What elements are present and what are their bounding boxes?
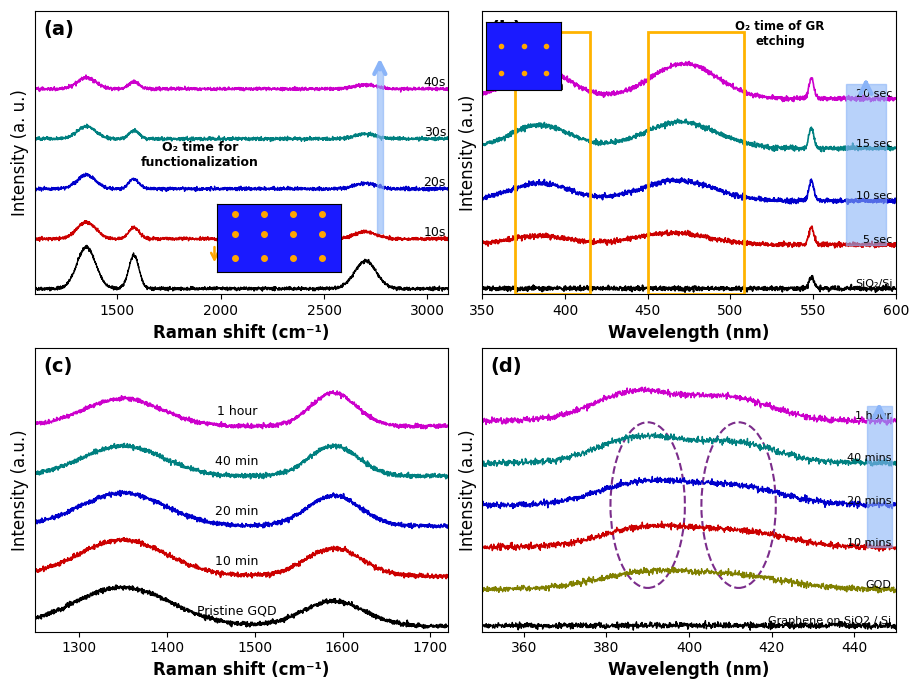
Text: Graphene on SiO2 / Si: Graphene on SiO2 / Si: [767, 616, 891, 626]
Text: (d): (d): [490, 357, 522, 376]
X-axis label: Wavelength (nm): Wavelength (nm): [607, 661, 769, 679]
Text: 15 sec: 15 sec: [856, 139, 891, 149]
Y-axis label: Intensity (a.u): Intensity (a.u): [459, 95, 476, 211]
Text: 40 min: 40 min: [215, 455, 258, 468]
Text: (b): (b): [490, 19, 522, 39]
Y-axis label: Intensity (a.u.): Intensity (a.u.): [459, 429, 476, 551]
Text: 10 nm: 10 nm: [524, 81, 563, 93]
Text: 10 mins: 10 mins: [846, 538, 891, 548]
Y-axis label: Intensity (a.u.): Intensity (a.u.): [11, 429, 29, 551]
X-axis label: Raman shift (cm⁻¹): Raman shift (cm⁻¹): [153, 661, 329, 679]
Text: 20 sec: 20 sec: [855, 89, 891, 99]
Text: 40 mins: 40 mins: [846, 453, 891, 464]
Bar: [515, 32, 589, 294]
Text: 10 sec: 10 sec: [856, 191, 891, 201]
Text: O₂ time for
functionalization: O₂ time for functionalization: [141, 141, 258, 170]
Text: 1 hour: 1 hour: [855, 411, 891, 422]
Text: 20 mins: 20 mins: [846, 495, 891, 506]
Text: 40s: 40s: [423, 76, 446, 89]
Text: Pristine GQD: Pristine GQD: [197, 605, 277, 618]
Text: 30s: 30s: [423, 126, 446, 139]
X-axis label: Raman shift (cm⁻¹): Raman shift (cm⁻¹): [153, 324, 329, 342]
Text: 5 sec: 5 sec: [862, 235, 891, 245]
Bar: [866, 406, 891, 547]
Text: (c): (c): [43, 357, 73, 376]
Bar: [647, 32, 743, 294]
Text: 1 hour: 1 hour: [217, 405, 257, 418]
Text: 10 min: 10 min: [215, 555, 258, 568]
Text: O₂ time of GR
etching: O₂ time of GR etching: [734, 19, 823, 48]
Text: (a): (a): [43, 19, 74, 39]
Text: 20s: 20s: [423, 176, 446, 189]
X-axis label: Wavelength (nm): Wavelength (nm): [607, 324, 769, 342]
Text: GQD: GQD: [865, 580, 891, 590]
Y-axis label: Intensity (a. u.): Intensity (a. u.): [11, 89, 29, 216]
Text: 20 min: 20 min: [215, 505, 258, 518]
Bar: [845, 84, 885, 245]
Text: SiO₂/Si: SiO₂/Si: [854, 279, 891, 289]
Bar: [376, 67, 382, 233]
Text: 10s: 10s: [423, 226, 446, 239]
